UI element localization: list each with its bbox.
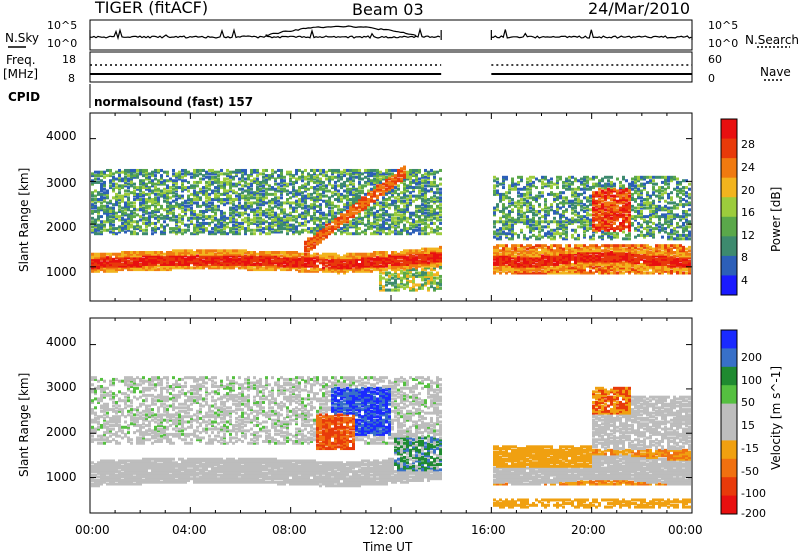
nave-label: Nave (760, 65, 791, 79)
power-cbar-tick-12: 12 (741, 229, 755, 242)
nsky-trace-evening (491, 29, 692, 39)
power-colorbar (720, 118, 738, 296)
xtick-2000: 20:00 (571, 523, 606, 537)
nave-tick-bottom: 0 (708, 72, 715, 85)
colorbars (720, 118, 738, 515)
power-ytick-3000: 3000 (46, 176, 77, 190)
nsky-tick-top: 10^5 (47, 19, 78, 32)
freq-panel-frame (89, 51, 693, 83)
velocity-ytick-3000: 3000 (46, 380, 77, 394)
xtick-1600: 16:00 (471, 523, 506, 537)
xlabel: Time UT (363, 540, 413, 554)
power-ytick-2000: 2000 (46, 220, 77, 234)
velocity-heatmap (91, 376, 691, 509)
nsearch-tick-top: 10^5 (708, 19, 739, 32)
power-cbar-tick-4: 4 (741, 274, 748, 287)
power-ytick-1000: 1000 (46, 265, 77, 279)
velocity-cbar-tick-minus100: -100 (741, 487, 766, 500)
power-heatmap (91, 165, 691, 292)
power-cbar-tick-16: 16 (741, 206, 755, 219)
xtick-0000-end: 00:00 (668, 523, 703, 537)
freq-tick-top: 18 (62, 53, 76, 66)
power-cbar-tick-28: 28 (741, 138, 755, 151)
freq-label-line2: [MHz] (3, 67, 39, 81)
xtick-0800: 08:00 (272, 523, 307, 537)
date-label: 24/Mar/2010 (588, 0, 691, 18)
freq-label-line1: Freq. (6, 53, 36, 67)
power-cbar-tick-8: 8 (741, 251, 748, 264)
velocity-cbar-tick-50: 50 (741, 396, 755, 409)
freq-tick-bottom: 8 (68, 72, 75, 85)
power-cbar-tick-24: 24 (741, 161, 755, 174)
nave-tick-top: 60 (708, 53, 722, 66)
velocity-cbar-tick-100: 100 (741, 374, 762, 387)
nsky-trace-day (89, 27, 441, 41)
nsky-panel-frame (89, 19, 693, 51)
nsearch-label: N.Search (745, 33, 800, 47)
cpid-value: normalsound (fast) 157 (94, 95, 254, 109)
velocity-ylabel: Slant Range [km] (17, 372, 31, 477)
power-cbar-tick-20: 20 (741, 184, 755, 197)
power-cbar-label: Power [dB] (769, 186, 783, 252)
nsearch-trace (265, 25, 417, 37)
power-ylabel: Slant Range [km] (17, 167, 31, 272)
velocity-ytick-4000: 4000 (46, 335, 77, 349)
nsky-tick-bottom: 10^0 (47, 37, 78, 50)
beam-label: Beam 03 (352, 0, 424, 19)
velocity-ytick-1000: 1000 (46, 470, 77, 484)
xtick-1200: 12:00 (369, 523, 404, 537)
velocity-cbar-tick-200: 200 (741, 351, 762, 364)
velocity-cbar-tick-minus200: -200 (741, 507, 766, 520)
nsky-label: N.Sky (5, 31, 40, 45)
velocity-cbar-label: Velocity [m s^-1] (769, 365, 783, 470)
xtick-0400: 04:00 (172, 523, 207, 537)
nsearch-tick-bottom: 10^0 (708, 37, 739, 50)
velocity-cbar-tick-minus50: -50 (741, 465, 759, 478)
station-title: TIGER (fitACF) (95, 0, 209, 17)
power-ytick-4000: 4000 (46, 129, 77, 143)
status-traces (8, 25, 790, 81)
velocity-cbar-tick-15: 15 (741, 419, 755, 432)
cpid-label: CPID (8, 90, 41, 104)
velocity-colorbar (720, 329, 738, 515)
xtick-0000-start: 00:00 (75, 523, 110, 537)
velocity-ytick-2000: 2000 (46, 425, 77, 439)
velocity-cbar-tick-minus15: -15 (741, 442, 759, 455)
